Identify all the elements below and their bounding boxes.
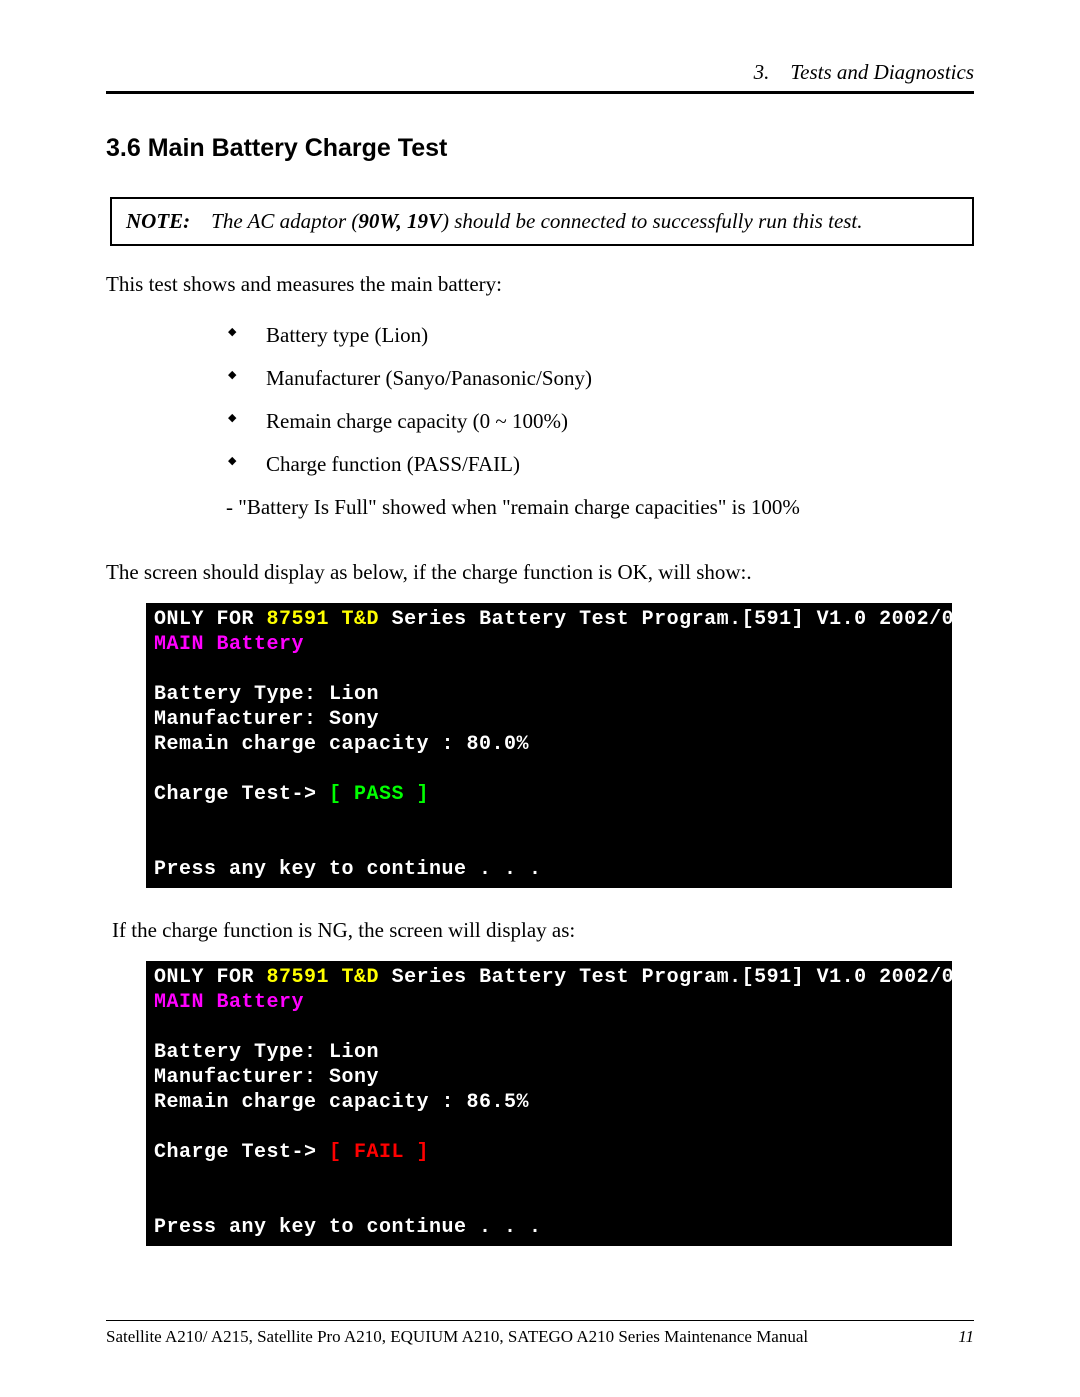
footer-row: Satellite A210/ A215, Satellite Pro A210… <box>106 1327 974 1347</box>
footer-page-number: 11 <box>958 1327 974 1347</box>
intro-paragraph: This test shows and measures the main ba… <box>106 272 974 297</box>
pass-status: [ PASS ] <box>329 783 429 806</box>
screen-ng-intro: If the charge function is NG, the screen… <box>112 918 974 943</box>
terminal-line <box>154 807 944 832</box>
sub-note: - "Battery Is Full" showed when "remain … <box>226 495 974 520</box>
terminal-line: Press any key to continue . . . <box>154 857 944 882</box>
terminal-screenshot-fail: ONLY FOR 87591 T&D Series Battery Test P… <box>146 961 952 1246</box>
terminal-line: Battery Type: Lion <box>154 1040 944 1065</box>
terminal-line: ONLY FOR 87591 T&D Series Battery Test P… <box>154 607 944 632</box>
terminal-line <box>154 757 944 782</box>
note-text-bold: 90W, 19V <box>358 209 442 233</box>
chapter-label: 3. Tests and Diagnostics <box>106 60 974 85</box>
terminal-line: Charge Test-> [ FAIL ] <box>154 1140 944 1165</box>
terminal-line <box>154 1015 944 1040</box>
footer-manual-title: Satellite A210/ A215, Satellite Pro A210… <box>106 1327 808 1347</box>
note-label: NOTE: <box>126 209 190 233</box>
fail-status: [ FAIL ] <box>329 1141 429 1164</box>
terminal-line: MAIN Battery <box>154 632 944 657</box>
section-title-text: Main Battery Charge Test <box>148 134 448 162</box>
screen-ok-intro: The screen should display as below, if t… <box>106 560 974 585</box>
list-item: Battery type (Lion) <box>236 323 974 348</box>
terminal-line: Battery Type: Lion <box>154 682 944 707</box>
terminal-line <box>154 1165 944 1190</box>
terminal-line: MAIN Battery <box>154 990 944 1015</box>
header-rule <box>106 91 974 94</box>
terminal-line <box>154 832 944 857</box>
chapter-number: 3. <box>754 60 770 84</box>
note-text-post: ) should be connected to successfully ru… <box>442 209 863 233</box>
terminal-line: Remain charge capacity : 86.5% <box>154 1090 944 1115</box>
bullet-list: Battery type (Lion) Manufacturer (Sanyo/… <box>236 323 974 477</box>
note-text-pre: The AC adaptor ( <box>211 209 358 233</box>
note-box: NOTE: The AC adaptor (90W, 19V) should b… <box>110 197 974 246</box>
terminal-line: Remain charge capacity : 80.0% <box>154 732 944 757</box>
section-heading: 3.6 Main Battery Charge Test <box>106 134 974 163</box>
list-item: Manufacturer (Sanyo/Panasonic/Sony) <box>236 366 974 391</box>
footer-rule <box>106 1320 974 1321</box>
terminal-line: ONLY FOR 87591 T&D Series Battery Test P… <box>154 965 944 990</box>
terminal-line <box>154 657 944 682</box>
list-item: Charge function (PASS/FAIL) <box>236 452 974 477</box>
terminal-screenshot-pass: ONLY FOR 87591 T&D Series Battery Test P… <box>146 603 952 888</box>
section-number: 3.6 <box>106 134 141 162</box>
terminal-line: Manufacturer: Sony <box>154 707 944 732</box>
terminal-line: Manufacturer: Sony <box>154 1065 944 1090</box>
list-item: Remain charge capacity (0 ~ 100%) <box>236 409 974 434</box>
terminal-line <box>154 1190 944 1215</box>
page-container: 3. Tests and Diagnostics 3.6 Main Batter… <box>0 0 1080 1397</box>
terminal-line <box>154 1115 944 1140</box>
chapter-title: Tests and Diagnostics <box>790 60 974 84</box>
page-header: 3. Tests and Diagnostics <box>106 60 974 94</box>
terminal-line: Charge Test-> [ PASS ] <box>154 782 944 807</box>
terminal-line: Press any key to continue . . . <box>154 1215 944 1240</box>
page-footer: Satellite A210/ A215, Satellite Pro A210… <box>106 1320 974 1347</box>
